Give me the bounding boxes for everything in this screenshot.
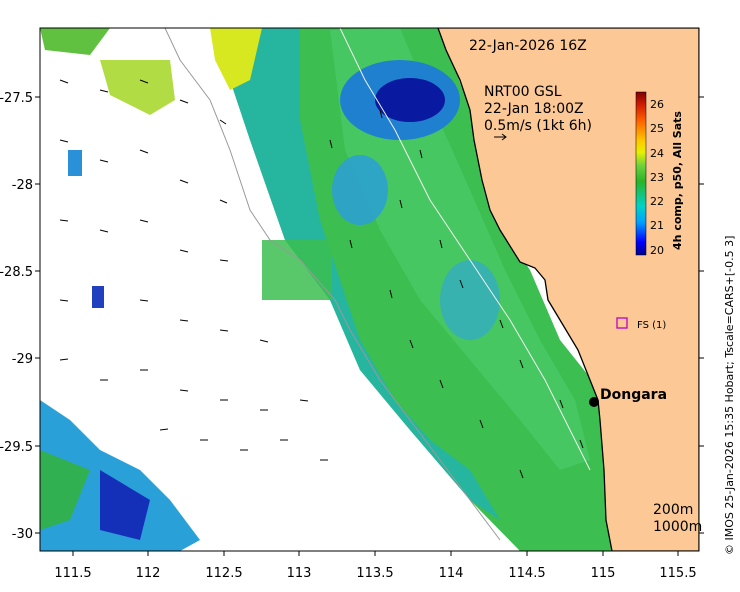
sst-pixel-cluster — [68, 150, 82, 176]
isobath-200m — [339, 28, 591, 471]
current-time-label: 22-Jan 18:00Z — [484, 101, 584, 117]
fs-label: FS (1) — [637, 320, 666, 331]
current-scale-label: 0.5m/s (1kt 6h) — [484, 118, 592, 134]
current-model-label: NRT00 GSL — [484, 84, 562, 100]
isobath-1000m — [164, 28, 501, 541]
land-australia — [437, 28, 699, 551]
fs-marker — [616, 317, 628, 329]
colorbar-gradient — [635, 91, 647, 256]
date-label: 22-Jan-2026 16Z — [469, 38, 587, 54]
x-tick: 111.5 — [54, 566, 91, 581]
plot-frame — [39, 27, 700, 552]
y-tick: -29.5 — [0, 440, 33, 455]
y-tick: -29 — [12, 352, 33, 367]
colorbar-tick: 26 — [650, 98, 664, 111]
sst-pixel-cluster — [92, 286, 104, 308]
sst-swath-cyan — [230, 28, 500, 520]
x-tick: 114.5 — [508, 566, 545, 581]
colorbar-title: 4h comp, p50, All Sats — [671, 111, 684, 250]
x-tick: 115.5 — [659, 566, 696, 581]
sst-patch-mid — [440, 260, 500, 340]
y-tick: -28 — [12, 178, 33, 193]
place-label-dongara: Dongara — [600, 387, 667, 403]
y-tick: -27.5 — [0, 91, 33, 106]
x-tick: 115 — [591, 566, 616, 581]
sst-warm-patch — [210, 28, 262, 90]
y-tick: -28.5 — [0, 265, 33, 280]
sst-bottom-left-blue — [100, 470, 150, 540]
sst-cold-core — [375, 78, 445, 122]
dongara-marker — [589, 397, 599, 407]
y-axis: -27.5 -28 -28.5 -29 -29.5 -30 — [0, 91, 40, 542]
sst-bottom-left-green — [40, 450, 90, 530]
x-axis: 111.5 112 112.5 113 113.5 114 114.5 115 … — [54, 551, 697, 581]
isobath-label-1000m: 1000m — [653, 519, 702, 535]
colorbar-tick: 23 — [650, 171, 664, 184]
y-tick: -30 — [12, 527, 33, 542]
x-tick: 114 — [439, 566, 464, 581]
colorbar-tick: 24 — [650, 147, 664, 160]
current-vectors — [59, 79, 584, 479]
x-tick: 113 — [287, 566, 312, 581]
sst-warm-patch-2 — [100, 60, 175, 115]
colorbar: 26 25 24 23 22 21 20 4h comp, p50, All S… — [635, 91, 684, 257]
sst-bottom-left — [40, 400, 200, 551]
sst-cold-band — [332, 155, 388, 225]
colorbar-tick: 20 — [650, 244, 664, 257]
colorbar-tick: 25 — [650, 122, 664, 135]
credit-text: © IMOS 25-Jan-2026 15:35 Hobart; Tscale=… — [723, 236, 736, 555]
isobath-label-200m: 200m — [653, 502, 693, 518]
x-tick: 112 — [136, 566, 161, 581]
colorbar-tick: 21 — [650, 219, 664, 232]
right-ticks — [699, 96, 704, 534]
sst-pixel-cluster — [262, 240, 332, 300]
sst-warm-patch-3 — [40, 28, 110, 55]
x-tick: 112.5 — [205, 566, 242, 581]
x-tick: 113.5 — [356, 566, 393, 581]
colorbar-tick: 22 — [650, 195, 664, 208]
